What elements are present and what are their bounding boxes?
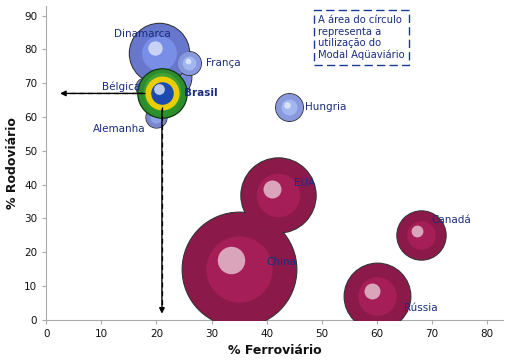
Text: Rússia: Rússia (404, 303, 438, 313)
Point (373, 293, 381, 299)
Point (158, 90, 166, 96)
Point (158, 90, 166, 96)
Point (158, 90, 166, 96)
Point (417, 232, 425, 238)
Point (166, 74, 174, 79)
Point (155, 50, 163, 56)
Point (227, 257, 235, 263)
Point (235, 266, 243, 272)
Point (373, 293, 381, 299)
Point (285, 104, 293, 110)
Point (282, 102, 291, 108)
Point (185, 60, 193, 66)
Text: EUA: EUA (294, 178, 315, 188)
Point (163, 70, 171, 76)
Text: Bélgica: Bélgica (102, 81, 140, 92)
Text: Dinamarca: Dinamarca (115, 29, 171, 39)
Point (373, 293, 381, 299)
Point (142, 84, 150, 90)
Point (235, 266, 243, 272)
Point (142, 84, 150, 90)
Text: Canadá: Canadá (432, 215, 471, 225)
Point (417, 232, 425, 238)
Point (140, 82, 148, 88)
Point (368, 288, 376, 294)
Point (285, 104, 293, 110)
Point (152, 114, 160, 120)
Text: A área do círculo
representa a
utilização do
Modal Aqüaviário: A área do círculo representa a utilizaçã… (318, 15, 405, 60)
Point (158, 90, 166, 96)
X-axis label: % Ferroviário: % Ferroviário (228, 344, 322, 358)
Point (273, 192, 281, 198)
Point (185, 60, 193, 66)
Point (155, 86, 163, 92)
Point (151, 45, 159, 51)
Point (158, 93, 166, 99)
Point (155, 50, 163, 56)
Point (166, 74, 174, 79)
Point (185, 60, 193, 66)
Point (158, 88, 166, 94)
Point (152, 114, 160, 120)
Y-axis label: % Rodoviário: % Rodoviário (6, 117, 18, 209)
Point (413, 229, 421, 234)
Point (151, 113, 159, 118)
Text: Hungria: Hungria (305, 102, 347, 112)
Point (417, 232, 425, 238)
Point (273, 192, 281, 198)
Point (273, 192, 281, 198)
Point (235, 266, 243, 272)
Text: China: China (267, 257, 297, 268)
Point (268, 186, 276, 192)
Text: Brasil: Brasil (184, 89, 217, 98)
Text: França: França (206, 58, 241, 68)
Point (285, 104, 293, 110)
Point (184, 58, 192, 64)
Point (166, 74, 174, 79)
Text: Alemanha: Alemanha (93, 124, 146, 134)
Point (142, 84, 150, 90)
Point (155, 50, 163, 56)
Point (152, 114, 160, 120)
